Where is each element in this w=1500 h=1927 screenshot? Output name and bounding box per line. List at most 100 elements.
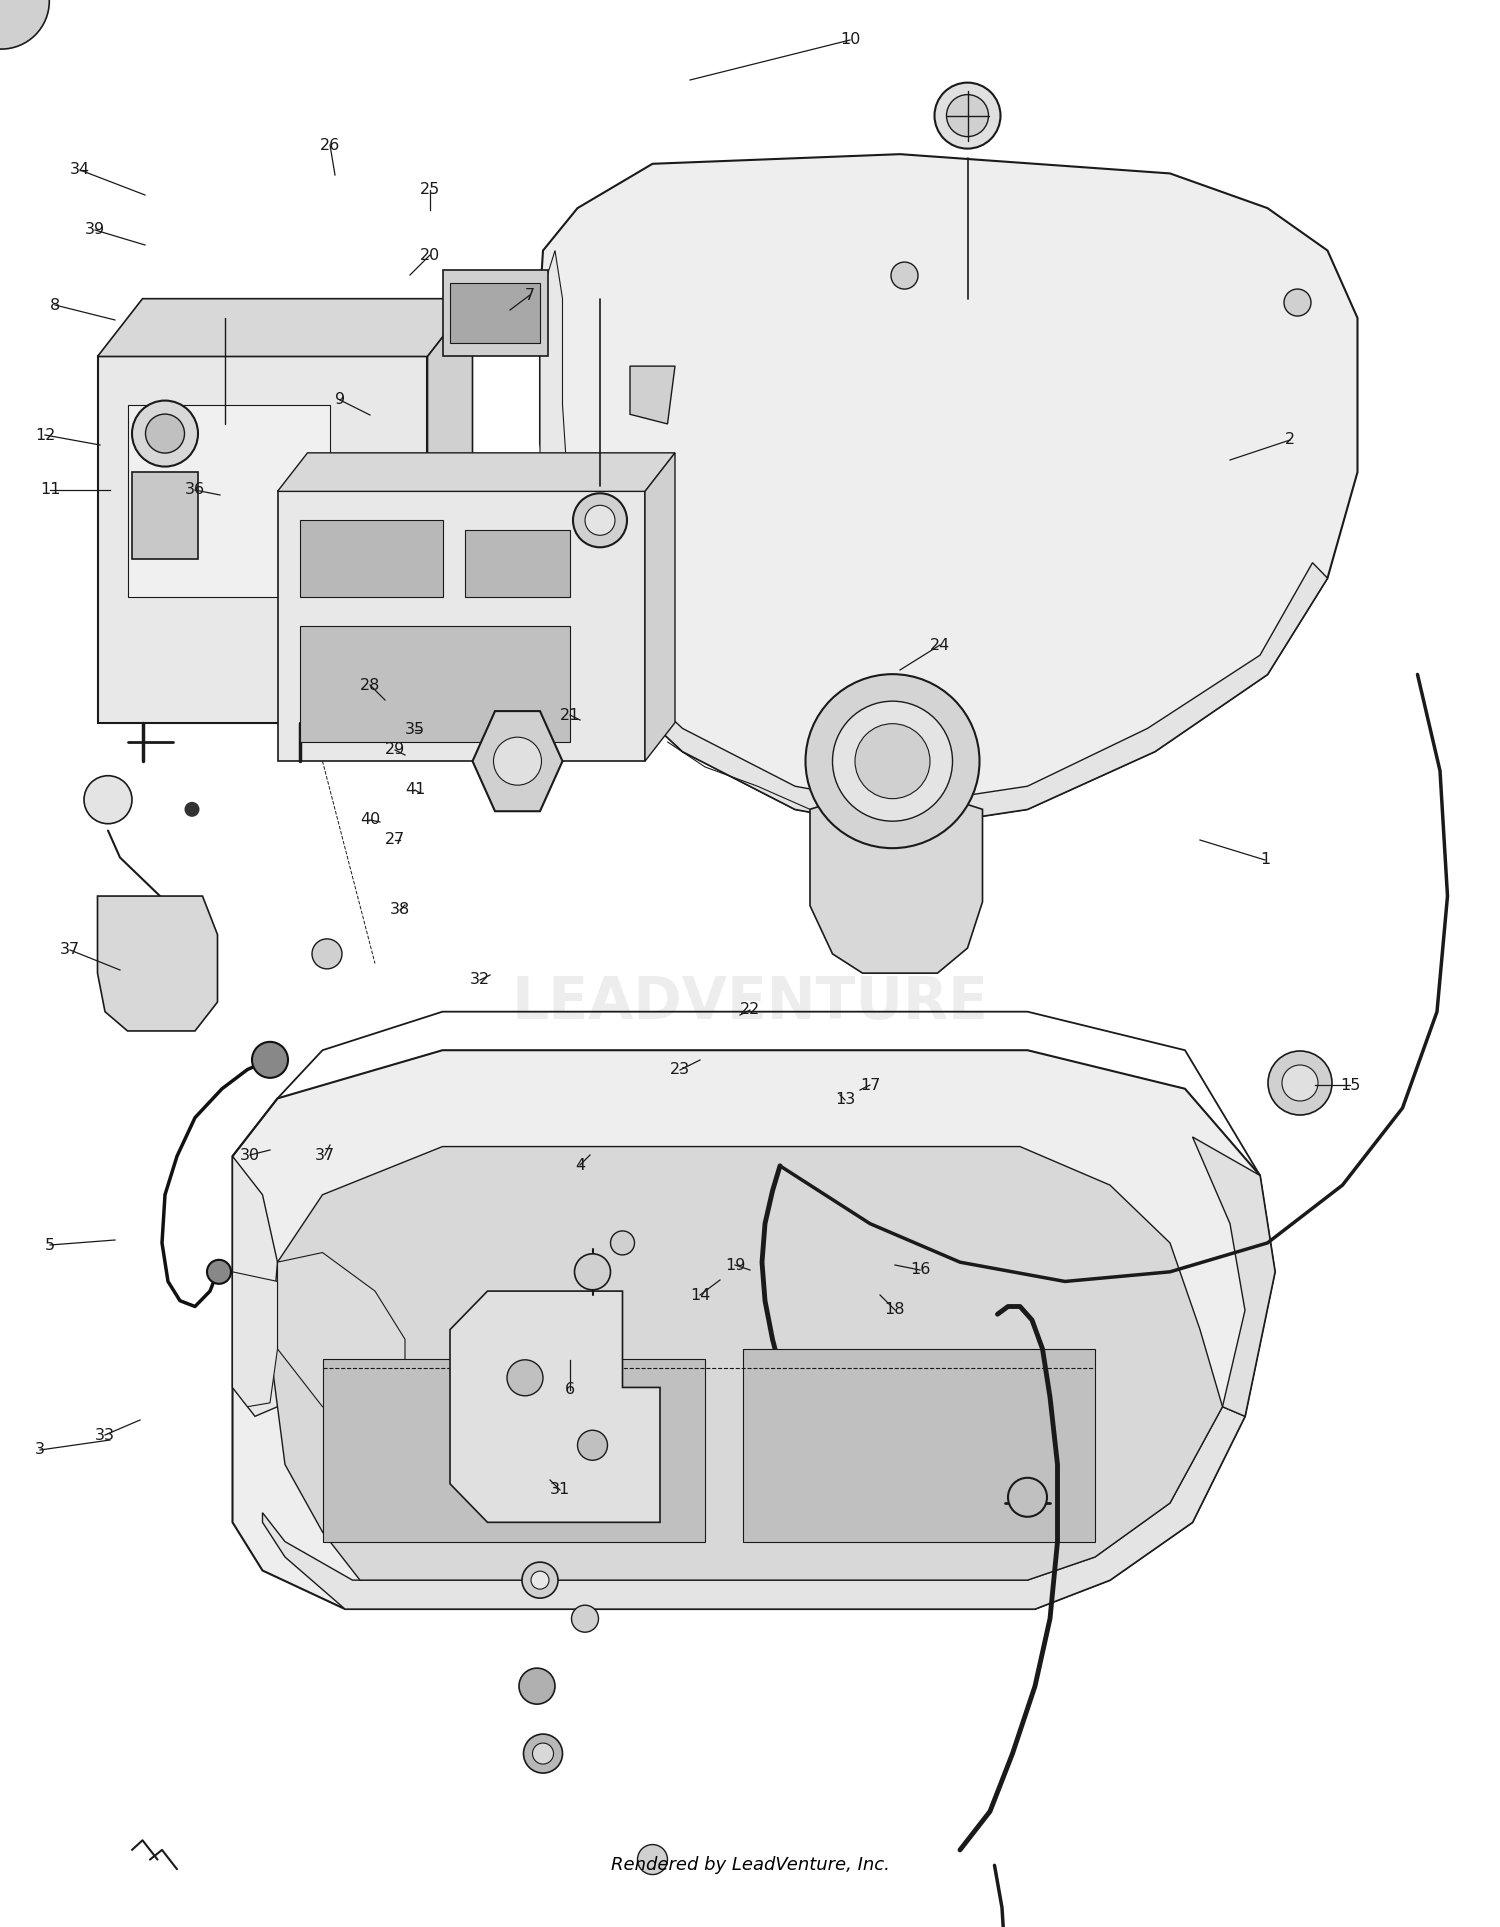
- Polygon shape: [540, 251, 600, 674]
- Polygon shape: [322, 1359, 705, 1542]
- Polygon shape: [232, 1050, 1275, 1609]
- Polygon shape: [98, 896, 218, 1031]
- Text: 25: 25: [420, 183, 440, 197]
- Circle shape: [531, 1571, 549, 1590]
- Circle shape: [519, 1669, 555, 1703]
- Text: 19: 19: [724, 1258, 746, 1272]
- Text: 10: 10: [840, 33, 860, 48]
- Polygon shape: [232, 1272, 278, 1407]
- Circle shape: [833, 701, 952, 821]
- Text: 21: 21: [560, 707, 580, 723]
- Text: 23: 23: [670, 1062, 690, 1077]
- Text: Rendered by LeadVenture, Inc.: Rendered by LeadVenture, Inc.: [610, 1856, 890, 1875]
- Circle shape: [524, 1734, 562, 1773]
- Polygon shape: [278, 491, 645, 761]
- Circle shape: [1284, 289, 1311, 316]
- Circle shape: [946, 94, 988, 137]
- Circle shape: [0, 0, 50, 48]
- Circle shape: [532, 1744, 554, 1763]
- Circle shape: [806, 674, 980, 848]
- Polygon shape: [630, 366, 675, 424]
- Polygon shape: [132, 472, 198, 559]
- Text: 14: 14: [690, 1287, 709, 1303]
- Polygon shape: [278, 453, 675, 491]
- Circle shape: [1268, 1050, 1332, 1116]
- Circle shape: [146, 414, 184, 453]
- Text: 4: 4: [574, 1158, 585, 1172]
- Polygon shape: [278, 1253, 405, 1436]
- Circle shape: [585, 505, 615, 536]
- Text: 8: 8: [50, 297, 60, 312]
- Polygon shape: [442, 270, 548, 356]
- Text: 40: 40: [360, 813, 380, 827]
- Text: 30: 30: [240, 1147, 260, 1162]
- Circle shape: [1282, 1066, 1318, 1100]
- Polygon shape: [592, 563, 1328, 829]
- Text: LEADVENTURE: LEADVENTURE: [512, 973, 988, 1031]
- Text: 37: 37: [60, 942, 80, 958]
- Circle shape: [1008, 1478, 1047, 1517]
- Polygon shape: [645, 453, 675, 761]
- Text: 37: 37: [315, 1147, 334, 1162]
- Polygon shape: [465, 530, 570, 597]
- Circle shape: [578, 1430, 608, 1461]
- Text: 41: 41: [405, 782, 424, 798]
- Circle shape: [891, 262, 918, 289]
- Circle shape: [84, 777, 132, 823]
- Circle shape: [934, 83, 1000, 148]
- Polygon shape: [1192, 1137, 1275, 1416]
- Polygon shape: [540, 154, 1358, 829]
- Text: 17: 17: [859, 1077, 880, 1093]
- Text: 31: 31: [550, 1482, 570, 1497]
- Text: 39: 39: [86, 222, 105, 237]
- Text: 16: 16: [910, 1262, 930, 1278]
- Polygon shape: [300, 626, 570, 742]
- Polygon shape: [742, 1349, 1095, 1542]
- Circle shape: [507, 1360, 543, 1395]
- Text: 28: 28: [360, 678, 380, 692]
- Text: 15: 15: [1340, 1077, 1360, 1093]
- Text: 32: 32: [470, 973, 490, 987]
- Circle shape: [574, 1254, 610, 1289]
- Circle shape: [252, 1043, 288, 1077]
- Text: 9: 9: [334, 393, 345, 407]
- Text: 24: 24: [930, 638, 950, 653]
- Circle shape: [494, 738, 542, 784]
- Text: 5: 5: [45, 1237, 56, 1253]
- Circle shape: [522, 1563, 558, 1597]
- Polygon shape: [232, 1156, 285, 1416]
- Circle shape: [610, 1231, 634, 1254]
- Text: 26: 26: [320, 137, 340, 152]
- Polygon shape: [262, 1407, 1245, 1609]
- Polygon shape: [810, 790, 982, 973]
- Polygon shape: [128, 405, 330, 597]
- Circle shape: [638, 1844, 668, 1875]
- Text: 29: 29: [386, 742, 405, 757]
- Circle shape: [855, 725, 930, 798]
- Polygon shape: [472, 711, 562, 811]
- Circle shape: [572, 1605, 598, 1632]
- Polygon shape: [450, 283, 540, 343]
- Circle shape: [207, 1260, 231, 1283]
- Polygon shape: [427, 299, 472, 723]
- Text: 13: 13: [836, 1093, 855, 1108]
- Polygon shape: [450, 1291, 660, 1522]
- Text: 3: 3: [34, 1443, 45, 1457]
- Text: 12: 12: [34, 428, 56, 443]
- Polygon shape: [98, 356, 427, 723]
- Circle shape: [132, 401, 198, 466]
- Text: 18: 18: [885, 1303, 904, 1318]
- Text: 27: 27: [386, 832, 405, 848]
- Text: 33: 33: [94, 1428, 116, 1443]
- Text: 2: 2: [1286, 432, 1294, 447]
- Circle shape: [312, 938, 342, 969]
- Text: 1: 1: [1260, 852, 1270, 867]
- Text: 20: 20: [420, 247, 440, 262]
- Text: 34: 34: [70, 162, 90, 177]
- Text: 35: 35: [405, 723, 424, 738]
- Circle shape: [184, 802, 200, 817]
- Polygon shape: [300, 520, 442, 597]
- Polygon shape: [98, 299, 472, 356]
- Text: 11: 11: [39, 482, 60, 497]
- Text: 22: 22: [740, 1002, 760, 1017]
